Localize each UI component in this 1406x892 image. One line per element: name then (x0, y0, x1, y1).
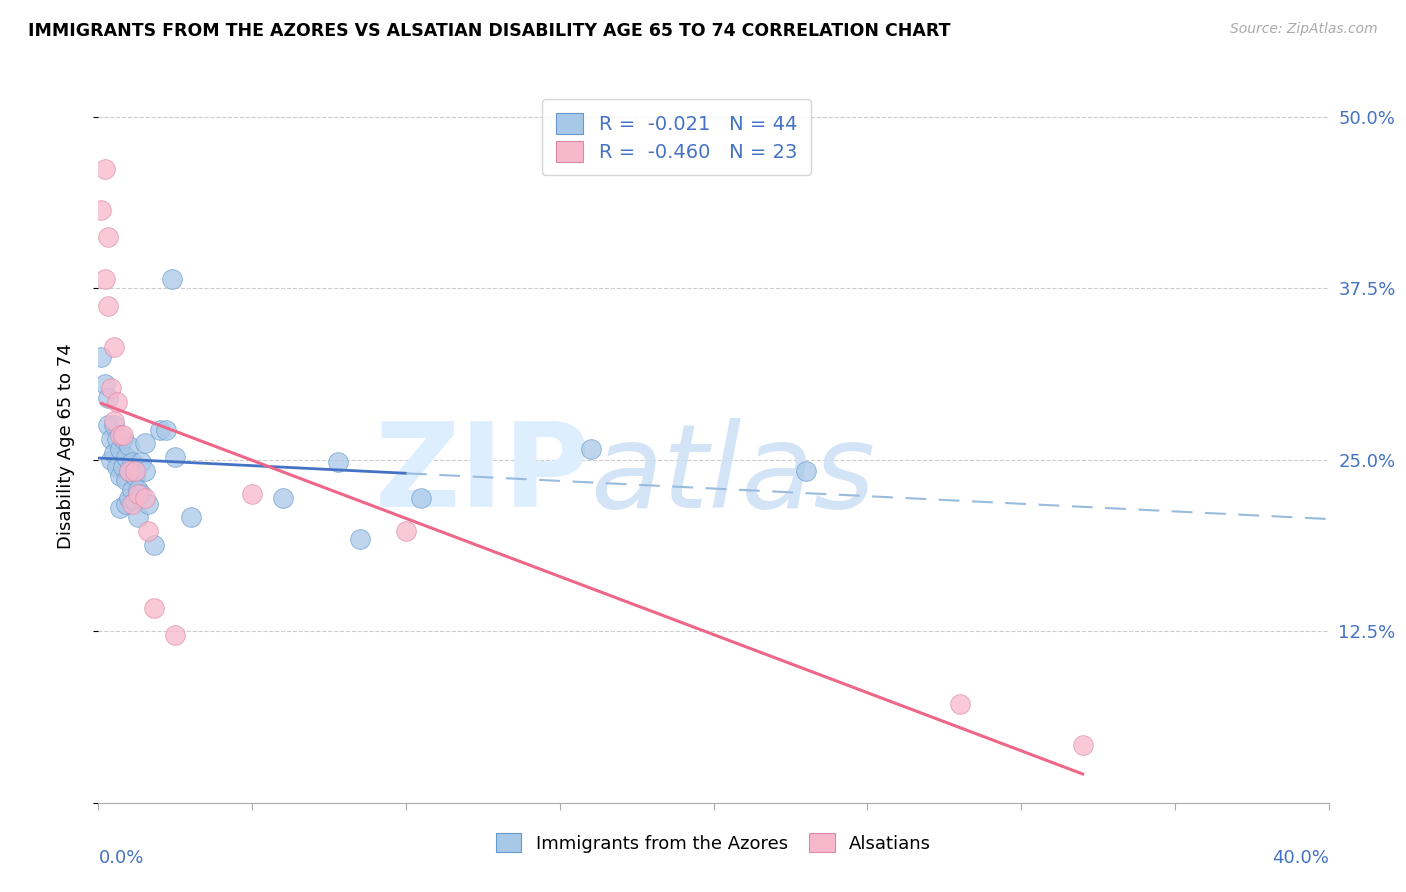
Point (131, 487, 153, 501)
Point (131, 455, 153, 469)
Point (134, 464, 156, 478)
Point (97, 391, 120, 405)
Point (1071, 738, 1094, 752)
Point (121, 497, 143, 511)
Point (579, 442, 602, 456)
Point (103, 340, 125, 354)
Point (271, 491, 294, 505)
Point (124, 494, 146, 508)
Point (90, 350, 112, 364)
Point (124, 469, 146, 483)
Point (103, 446, 125, 460)
Point (115, 450, 138, 464)
Point (112, 428, 135, 442)
Point (127, 487, 149, 501)
Point (112, 432, 135, 446)
Point (127, 483, 149, 497)
Point (134, 491, 156, 505)
Y-axis label: Disability Age 65 to 74: Disability Age 65 to 74 (56, 343, 75, 549)
Legend: Immigrants from the Azores, Alsatians: Immigrants from the Azores, Alsatians (486, 823, 941, 862)
Point (124, 464, 146, 478)
Point (328, 455, 350, 469)
Text: Source: ZipAtlas.com: Source: ZipAtlas.com (1230, 22, 1378, 37)
Point (103, 418, 125, 433)
Point (155, 423, 177, 437)
Point (100, 432, 122, 446)
Point (121, 483, 143, 497)
Point (118, 439, 141, 453)
Point (395, 524, 418, 538)
Point (127, 510, 149, 524)
Text: 0.0%: 0.0% (98, 849, 143, 867)
Point (108, 500, 131, 515)
Point (105, 395, 128, 409)
Point (118, 464, 141, 478)
Point (121, 455, 143, 469)
Point (794, 464, 817, 478)
Point (240, 487, 263, 501)
Point (115, 497, 138, 511)
Point (142, 601, 165, 615)
Point (97, 418, 120, 433)
Point (134, 436, 156, 450)
Point (136, 524, 159, 538)
Point (180, 510, 202, 524)
Point (100, 381, 122, 395)
Point (105, 459, 128, 474)
Text: atlas: atlas (591, 417, 876, 532)
Point (108, 442, 131, 456)
Point (136, 497, 159, 511)
Point (97, 299, 120, 313)
Point (149, 423, 172, 437)
Point (93, 377, 115, 392)
Point (90, 202, 112, 217)
Point (97, 230, 120, 244)
Point (100, 452, 122, 467)
Point (93, 161, 115, 176)
Point (115, 473, 138, 487)
Point (411, 491, 433, 505)
Point (108, 469, 131, 483)
Point (949, 697, 972, 711)
Point (165, 450, 187, 464)
Text: ZIP: ZIP (374, 417, 591, 532)
Point (105, 432, 128, 446)
Point (118, 491, 141, 505)
Point (93, 271, 115, 285)
Point (118, 464, 141, 478)
Point (112, 459, 135, 474)
Point (103, 414, 125, 428)
Point (349, 533, 371, 547)
Text: 40.0%: 40.0% (1272, 849, 1329, 867)
Point (165, 628, 187, 642)
Point (162, 271, 183, 285)
Point (108, 428, 131, 442)
Text: IMMIGRANTS FROM THE AZORES VS ALSATIAN DISABILITY AGE 65 TO 74 CORRELATION CHART: IMMIGRANTS FROM THE AZORES VS ALSATIAN D… (28, 22, 950, 40)
Point (142, 538, 165, 552)
